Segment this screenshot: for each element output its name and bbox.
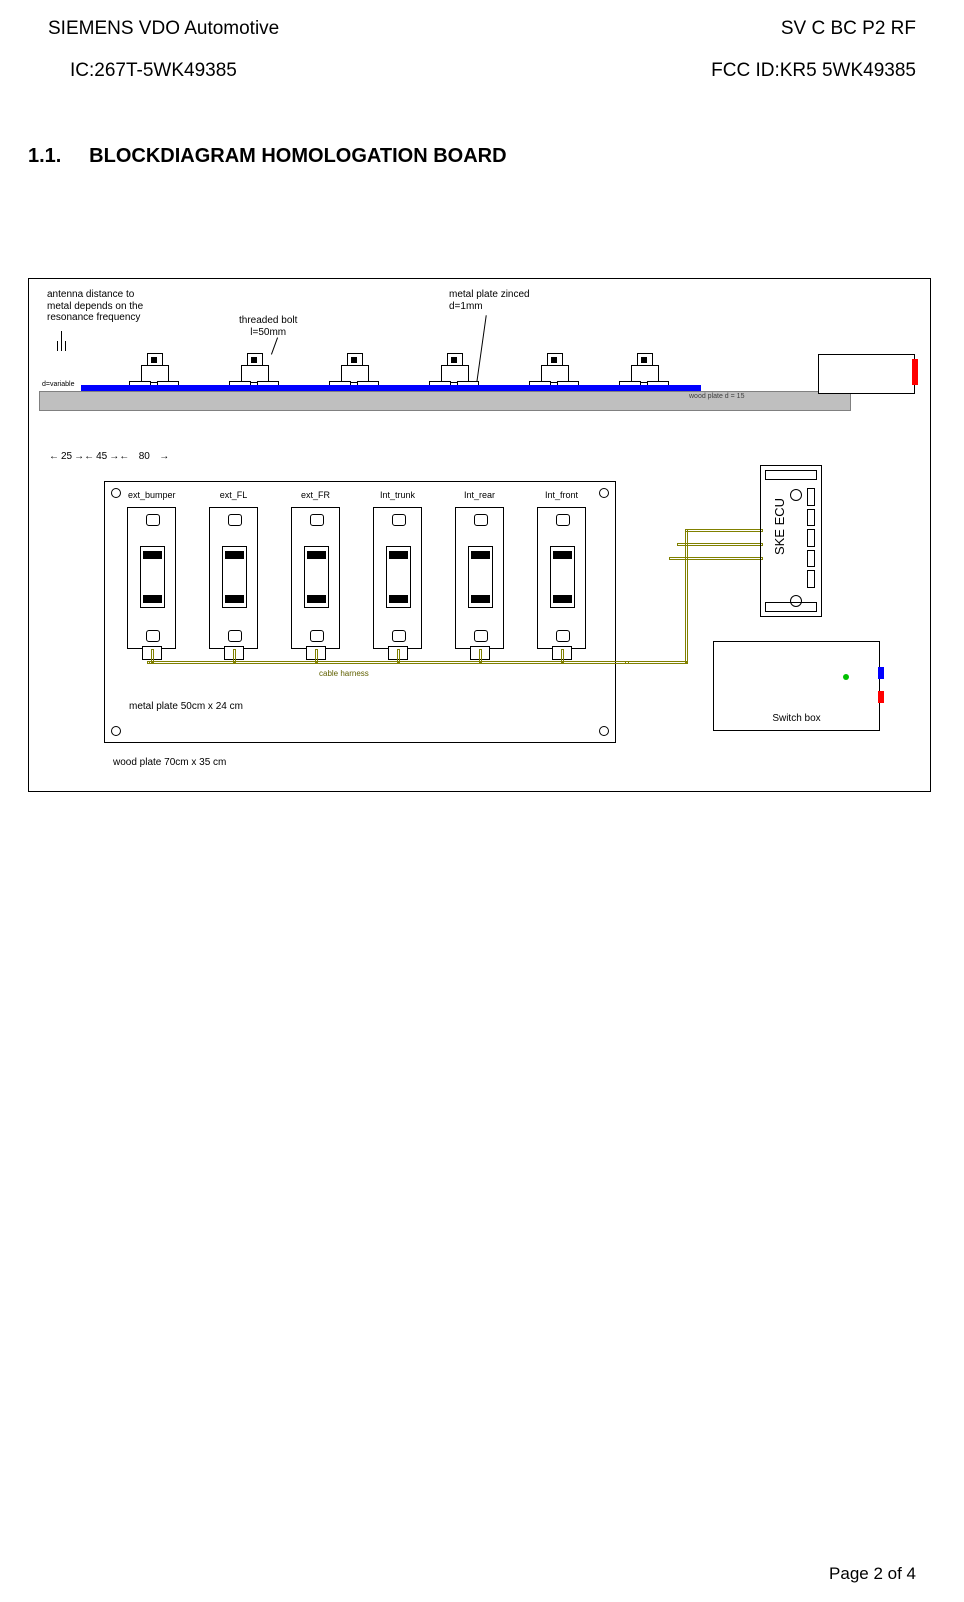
harness-line <box>561 649 564 663</box>
harness-line <box>233 649 236 663</box>
module-ext-fr: ext_FR <box>291 507 340 649</box>
section-heading: 1.1. BLOCKDIAGRAM HOMOLOGATION BOARD <box>28 145 507 168</box>
dim-80: 80 <box>129 451 159 463</box>
metal-plate-label: metal plate 50cm x 24 cm <box>129 701 243 712</box>
switch-led <box>843 674 849 680</box>
clamp <box>429 353 479 389</box>
module-label: ext_FR <box>292 490 339 500</box>
module-ext-fl: ext_FL <box>209 507 258 649</box>
harness-line <box>669 557 763 560</box>
clamp <box>129 353 179 389</box>
ecu-label: SKE ECU <box>772 498 787 555</box>
ecu-hole <box>790 595 802 607</box>
module-label: ext_FL <box>210 490 257 500</box>
clamp <box>329 353 379 389</box>
ecu-hole <box>790 489 802 501</box>
harness-line <box>151 649 154 663</box>
harness-line <box>315 649 318 663</box>
d-variable-label: d=variable <box>41 381 76 388</box>
harness-line <box>479 649 482 663</box>
annotation-metal-top: metal plate zinced d=1mm <box>449 289 530 312</box>
pointer-line <box>61 331 62 351</box>
module-label: ext_bumper <box>128 490 175 500</box>
ic-id: IC:267T-5WK49385 <box>70 60 237 82</box>
harness-line <box>677 543 763 546</box>
module-label: Int_front <box>538 490 585 500</box>
dimension-row: ← 25 →← 45 →← 80 → <box>49 451 169 463</box>
block-diagram: antenna distance to metal depends on the… <box>28 278 931 792</box>
red-block <box>818 354 915 394</box>
switch-box-label: Switch box <box>714 713 879 724</box>
switch-box: Switch box <box>713 641 880 731</box>
module-int-rear: Int_rear <box>455 507 504 649</box>
harness-label: cable harness <box>319 669 369 678</box>
wood-bar-label: wood plate d = 15 <box>689 393 744 400</box>
harness-line <box>397 649 400 663</box>
module-int-front: Int_front <box>537 507 586 649</box>
harness-line <box>147 661 150 664</box>
module-label: Int_trunk <box>374 490 421 500</box>
page-footer: Page 2 of 4 <box>829 1564 916 1584</box>
fcc-id: FCC ID:KR5 5WK49385 <box>711 60 916 82</box>
section-number: 1.1. <box>28 145 61 167</box>
clamp <box>229 353 279 389</box>
module-ext-bumper: ext_bumper <box>127 507 176 649</box>
harness-line <box>685 529 763 532</box>
dim-45: 45 <box>96 451 107 463</box>
doc-code: SV C BC P2 RF <box>781 18 916 40</box>
switch-port-red <box>878 691 884 703</box>
switch-port-blue <box>878 667 884 679</box>
harness-line <box>625 661 687 664</box>
section-title-text: BLOCKDIAGRAM HOMOLOGATION BOARD <box>89 145 506 167</box>
dim-25: 25 <box>61 451 72 463</box>
red-tab <box>912 359 918 385</box>
annotation-antenna: antenna distance to metal depends on the… <box>47 289 143 324</box>
dim-arrow <box>57 341 58 351</box>
company-name: SIEMENS VDO Automotive <box>48 18 279 40</box>
clamp <box>619 353 669 389</box>
wood-plate-label: wood plate 70cm x 35 cm <box>113 757 226 768</box>
ecu-box <box>760 465 822 617</box>
harness-line <box>147 661 629 664</box>
dim-arrow <box>65 341 66 351</box>
clamp <box>529 353 579 389</box>
module-int-trunk: Int_trunk <box>373 507 422 649</box>
annotation-bolt: threaded bolt l=50mm <box>239 315 297 338</box>
harness-line <box>685 529 688 664</box>
module-label: Int_rear <box>456 490 503 500</box>
